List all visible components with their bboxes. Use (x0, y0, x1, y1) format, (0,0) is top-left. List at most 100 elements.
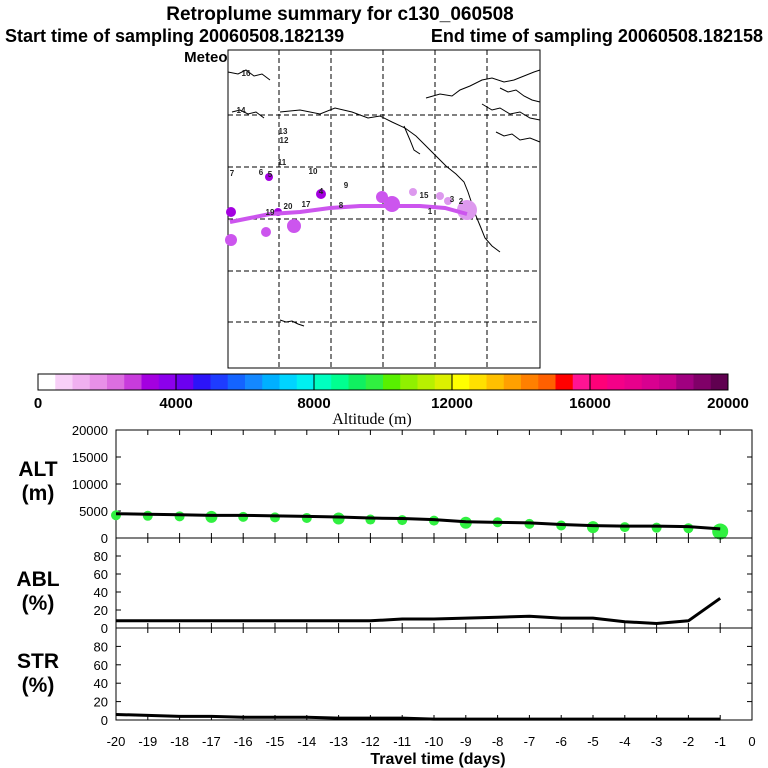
plume-circle (287, 219, 301, 233)
abl-y-ticks: 80 60 40 20 0 (94, 549, 108, 636)
abl-y-tick-label: 40 (94, 585, 108, 600)
alt-y-tick-label: 10000 (72, 477, 108, 492)
colorbar-tick-labels: 0 4000 8000 12000 16000 20000 (34, 395, 749, 412)
x-axis-ticks: -20 -19 -18 -17 -16 -15 -14 -13 -12 -11 -10 -9 -8 -7-… (107, 734, 756, 749)
str-panel-label: STR (17, 650, 59, 673)
colorbar-cell (72, 374, 91, 390)
plume-circle (261, 227, 271, 237)
altitude-colorbar: 0 4000 8000 12000 16000 20000 Altitude (m) (34, 373, 749, 428)
str-series-line (115, 712, 721, 721)
abl-panel-unit: (%) (22, 592, 55, 615)
str-y-ticks: 80 60 40 20 0 (94, 639, 108, 728)
colorbar-title: Altitude (m) (332, 411, 412, 428)
plume-station-label: 17 (302, 200, 311, 209)
x-tick-label: -12 (361, 734, 380, 749)
colorbar-cell (641, 374, 660, 390)
x-tick-label: -6 (555, 734, 567, 749)
colorbar-cell (227, 374, 246, 390)
plume-station-label: 19 (266, 208, 275, 217)
plume-station-label: 20 (284, 202, 293, 211)
abl-y-tick-label: 20 (94, 603, 108, 618)
abl-y-tick-label: 60 (94, 567, 108, 582)
alt-series (115, 512, 721, 531)
x-tick-label: -19 (138, 734, 157, 749)
x-tick-label: -15 (266, 734, 285, 749)
colorbar-cell (521, 374, 539, 390)
colorbar-tick-label: 16000 (569, 395, 611, 412)
plume-station-label: 2 (459, 197, 464, 206)
plume-station-label: 9 (344, 181, 349, 190)
str-y-tick-label: 60 (94, 658, 108, 673)
colorbar-frame (37, 373, 729, 391)
alt-panel-unit: (m) (22, 482, 55, 505)
str-panel-unit: (%) (22, 674, 55, 697)
colorbar-cell (141, 374, 160, 390)
colorbar-cell (124, 374, 142, 390)
colorbar-cell (331, 374, 349, 390)
colorbar-cell (279, 374, 298, 390)
plume-station-label: 16 (242, 69, 251, 78)
x-tick-label: -17 (202, 734, 221, 749)
start-time-title: Start time of sampling 20060508.182139 (5, 26, 344, 46)
x-tick-label: -14 (297, 734, 316, 749)
x-tick-label: -3 (651, 734, 663, 749)
map-graticule (228, 50, 540, 368)
colorbar-cell (503, 374, 522, 390)
alt-y-tick-label: 20000 (72, 423, 108, 438)
map-frame (227, 49, 541, 369)
colorbar-cell (107, 374, 125, 390)
abl-y-tick-label: 80 (94, 549, 108, 564)
plume-circle (226, 207, 236, 217)
abl-gridlines (116, 538, 752, 629)
alt-spread-marker (712, 523, 729, 540)
plume-station-label: 10 (309, 167, 318, 176)
plume-station-label: 5 (268, 170, 273, 179)
plume-circle (316, 189, 326, 199)
plume-station-label: 14 (237, 106, 246, 115)
x-tick-label: 0 (748, 734, 755, 749)
colorbar-tick-label: 12000 (431, 395, 473, 412)
x-tick-label: -1 (714, 734, 726, 749)
colorbar-cell (693, 374, 712, 390)
colorbar-tick-label: 20000 (707, 395, 749, 412)
plume-path (229, 204, 468, 224)
plume-station-label: 8 (339, 201, 344, 210)
colorbar-cell (210, 374, 229, 390)
str-y-tick-label: 20 (94, 695, 108, 710)
colorbar-cell (434, 374, 453, 390)
str-y-tick-label: 40 (94, 676, 108, 691)
x-tick-label: -20 (107, 734, 126, 749)
end-time-title: End time of sampling 20060508.182158 (431, 26, 763, 46)
str-series (115, 712, 721, 721)
colorbar-cell (469, 374, 487, 390)
alt-y-tick-label: 15000 (72, 450, 108, 465)
alt-y-tick-label: 0 (101, 531, 108, 546)
plume-circle (444, 197, 452, 205)
colorbar-cell (400, 374, 418, 390)
plume-circle (409, 188, 417, 196)
colorbar-cell (296, 374, 315, 390)
alt-y-tick-label: 5000 (79, 504, 108, 519)
plume-circle (436, 192, 444, 200)
alt-spread-marker (205, 510, 218, 523)
colorbar-tick-label: 8000 (297, 395, 330, 412)
x-tick-label: -11 (393, 734, 411, 749)
plume-station-label: 11 (278, 158, 287, 167)
colorbar-cell (89, 374, 108, 390)
plume-station-label: 6 (259, 168, 264, 177)
colorbar-cell (176, 374, 194, 390)
colorbar-cell (38, 374, 56, 390)
plume-circle (265, 173, 273, 181)
colorbar-tick-label: 4000 (159, 395, 192, 412)
colorbar-cell (607, 374, 625, 390)
colorbar-cell (383, 374, 401, 390)
str-y-tick-label: 80 (94, 639, 108, 654)
colorbar-cell (314, 374, 332, 390)
colorbar-cell (572, 374, 591, 390)
alt-y-ticks: 20000 15000 10000 5000 0 (72, 423, 108, 546)
colorbar-tick-label: 0 (34, 395, 42, 412)
plume-station-label: 12 (280, 136, 289, 145)
abl-y-tick-label: 0 (101, 621, 108, 636)
